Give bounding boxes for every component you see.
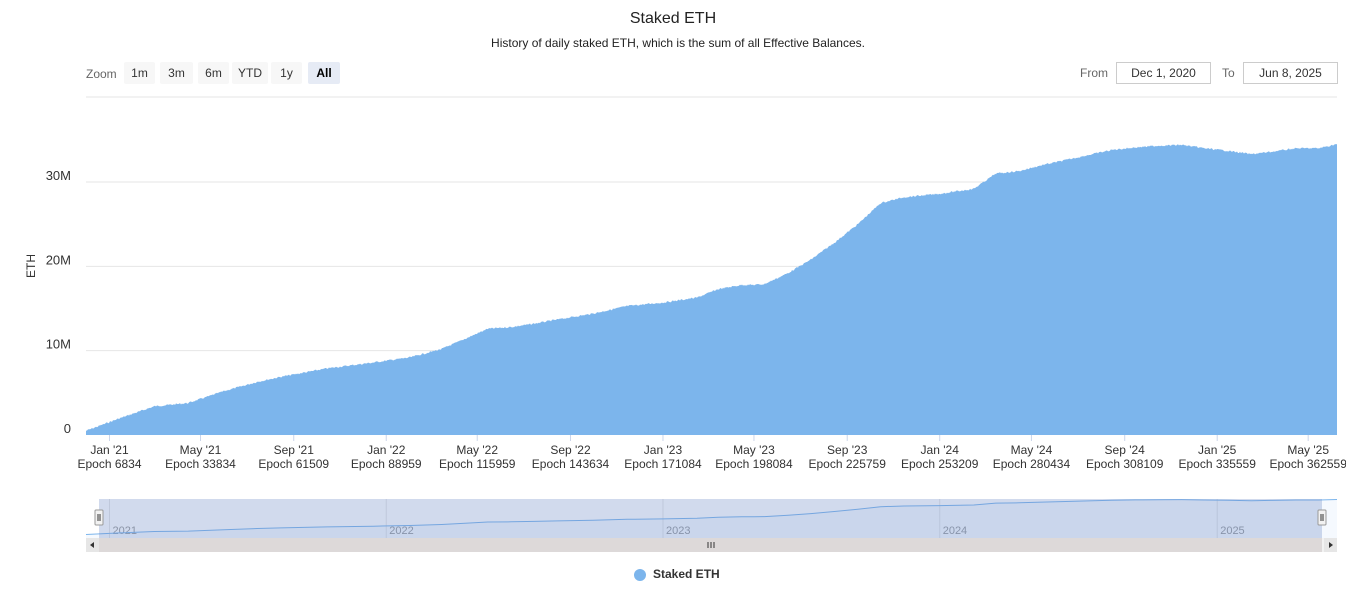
x-tick-label: May '23 <box>733 443 775 457</box>
navigator-selection-mask[interactable] <box>99 499 1322 538</box>
x-tick-label: Jan '22 <box>367 443 406 457</box>
legend-marker[interactable] <box>634 569 646 581</box>
x-tick-label: Jan '25 <box>1198 443 1237 457</box>
x-tick-label: Sep '22 <box>550 443 591 457</box>
navigator-scrollbar[interactable] <box>86 538 1337 552</box>
x-tick-epoch-label: Epoch 115959 <box>439 457 516 471</box>
navigator-year-label: 2025 <box>1220 525 1244 537</box>
zoom-button-all[interactable]: All <box>308 62 340 84</box>
navigator-series-area <box>86 499 1337 538</box>
x-tick-epoch-label: Epoch 362559 <box>1269 457 1346 471</box>
zoom-button-1y[interactable]: 1y <box>271 62 302 84</box>
x-tick-epoch-label: Epoch 335559 <box>1179 457 1257 471</box>
navigator-year-label: 2022 <box>389 525 413 537</box>
y-tick-label: 0 <box>64 421 71 436</box>
x-tick-epoch-label: Epoch 33834 <box>165 457 236 471</box>
navigator-series-line <box>85 499 1338 535</box>
grip-icon[interactable] <box>1317 509 1327 526</box>
zoom-label: Zoom <box>86 67 117 81</box>
x-tick-label: Sep '21 <box>274 443 315 457</box>
x-tick-epoch-label: Epoch 253209 <box>901 457 979 471</box>
legend-item-staked-eth[interactable]: Staked ETH <box>653 567 720 581</box>
to-label: To <box>1222 66 1235 80</box>
arrow-left-icon[interactable] <box>90 542 94 548</box>
arrow-right-icon[interactable] <box>1329 542 1333 548</box>
navigator-right-handle[interactable] <box>1317 509 1327 526</box>
zoom-button-1m[interactable]: 1m <box>124 62 155 84</box>
x-tick-epoch-label: Epoch 6834 <box>77 457 141 471</box>
navigator-year-label: 2024 <box>943 525 967 537</box>
x-tick-label: Sep '23 <box>827 443 868 457</box>
x-tick-label: May '22 <box>456 443 498 457</box>
x-tick-label: May '25 <box>1287 443 1329 457</box>
chart-subtitle: History of daily staked ETH, which is th… <box>491 36 865 50</box>
y-tick-label: 20M <box>46 252 71 267</box>
scrollbar-thumb-grip <box>707 542 715 548</box>
x-tick-epoch-label: Epoch 143634 <box>532 457 610 471</box>
zoom-button-ytd[interactable]: YTD <box>232 62 268 84</box>
zoom-button-3m[interactable]: 3m <box>160 62 193 84</box>
navigator[interactable]: 2021 2022 2023 2024 2025 <box>85 499 1338 538</box>
navigator-year-label: 2023 <box>666 525 690 537</box>
from-label: From <box>1080 66 1108 80</box>
x-tick-label: Sep '24 <box>1105 443 1146 457</box>
x-tick-label: Jan '24 <box>921 443 960 457</box>
x-tick-epoch-label: Epoch 280434 <box>993 457 1071 471</box>
navigator-background <box>86 499 1337 538</box>
navigator-left-handle[interactable] <box>94 509 104 526</box>
grip-icon[interactable] <box>94 509 104 526</box>
x-tick-epoch-label: Epoch 308109 <box>1086 457 1164 471</box>
zoom-button-6m[interactable]: 6m <box>198 62 229 84</box>
from-date-input[interactable]: Dec 1, 2020 <box>1116 62 1211 84</box>
x-tick-label: May '24 <box>1011 443 1053 457</box>
series-area-staked-eth[interactable] <box>86 144 1337 435</box>
y-tick-label: 30M <box>46 168 71 183</box>
x-tick-epoch-label: Epoch 88959 <box>351 457 422 471</box>
x-tick-label: Jan '21 <box>90 443 129 457</box>
x-tick-epoch-label: Epoch 171084 <box>624 457 702 471</box>
x-tick-label: May '21 <box>180 443 222 457</box>
x-tick-label: Jan '23 <box>644 443 683 457</box>
x-tick-epoch-label: Epoch 198084 <box>715 457 793 471</box>
navigator-year-label: 2021 <box>113 525 137 537</box>
y-tick-label: 10M <box>46 337 71 352</box>
chart-title: Staked ETH <box>629 10 717 27</box>
x-tick-epoch-label: Epoch 225759 <box>809 457 887 471</box>
x-tick-epoch-label: Epoch 61509 <box>258 457 329 471</box>
y-axis-title: ETH <box>24 254 38 278</box>
to-date-input[interactable]: Jun 8, 2025 <box>1243 62 1338 84</box>
